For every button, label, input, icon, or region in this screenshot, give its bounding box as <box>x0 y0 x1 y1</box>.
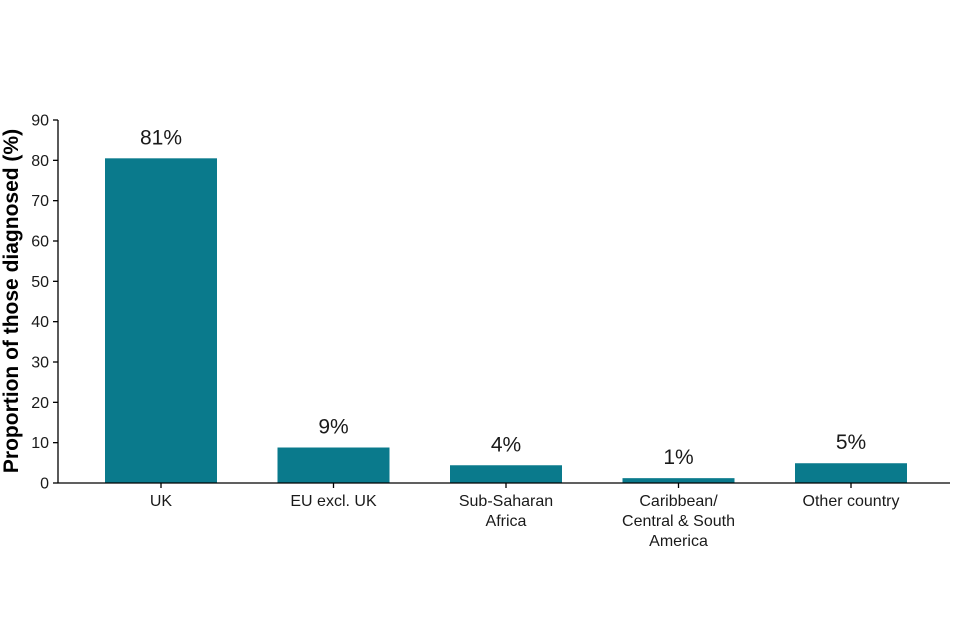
y-tick-label: 50 <box>31 274 49 291</box>
y-tick-label: 30 <box>31 355 49 372</box>
data-labels: 81% 9% 4% 1% 5% <box>140 126 866 469</box>
y-axis: 0 10 20 30 40 50 60 70 80 90 <box>31 113 59 493</box>
y-tick-label: 70 <box>31 193 49 210</box>
bar <box>277 447 390 483</box>
data-label: 81% <box>140 126 182 149</box>
y-tick-label: 10 <box>31 435 49 452</box>
x-tick-label: EU excl. UK <box>290 493 377 510</box>
x-tick-label: Other country <box>803 493 900 510</box>
x-tick-label: UK <box>150 493 173 510</box>
y-axis-title: Proportion of those diagnosed (%) <box>0 129 23 473</box>
bar <box>795 463 907 483</box>
data-label: 4% <box>491 433 521 456</box>
data-label: 5% <box>836 431 866 454</box>
x-axis: UK EU excl. UK Sub-Saharan Africa Caribbean/… <box>58 482 950 550</box>
bars <box>105 158 907 484</box>
y-tick-label: 0 <box>40 476 49 493</box>
bar <box>622 478 735 483</box>
y-tick-label: 20 <box>31 395 49 412</box>
x-tick-label: Sub-Saharan Africa <box>459 493 553 530</box>
y-tick-label: 40 <box>31 314 49 331</box>
y-tick-label: 80 <box>31 153 49 170</box>
y-tick-label: 60 <box>31 234 49 251</box>
bar <box>450 465 562 483</box>
data-label: 1% <box>663 446 693 469</box>
data-label: 9% <box>318 416 348 439</box>
bar <box>105 158 217 484</box>
x-tick-label: Caribbean/Central & South America <box>622 493 735 550</box>
y-tick-label: 90 <box>31 113 49 130</box>
